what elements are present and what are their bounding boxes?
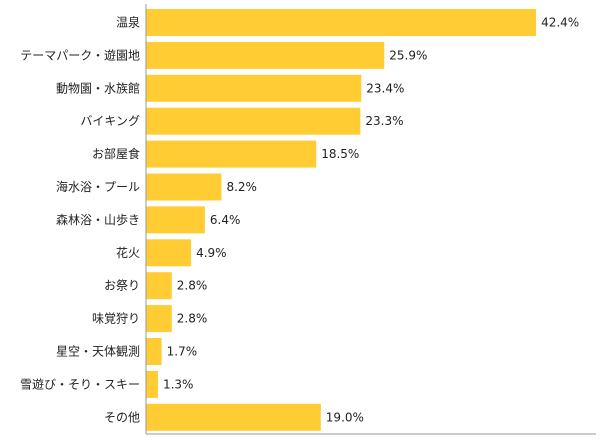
value-label-2: 23.4% (366, 81, 404, 95)
category-label-11: 雪遊び・そり・スキー (20, 376, 140, 391)
bar-12 (146, 403, 321, 431)
category-label-9: 味覚狩り (92, 311, 140, 326)
bar-9 (146, 305, 172, 333)
value-labels-layer: 42.4% 25.9% 23.4% 23.3% 18.5% 8.2% 6.4% 4.9% 2.8… (163, 16, 579, 425)
value-label-3: 23.3% (365, 114, 403, 128)
value-label-9: 2.8% (177, 312, 208, 326)
category-label-7: 花火 (116, 245, 140, 260)
category-label-2: 動物園・水族館 (56, 80, 140, 95)
bar-10 (146, 338, 162, 365)
category-label-5: 海水浴・プール (56, 179, 140, 194)
bars-layer (146, 9, 537, 431)
value-label-7: 4.9% (196, 246, 227, 260)
value-label-11: 1.3% (163, 377, 194, 391)
category-label-12: その他 (104, 410, 140, 424)
category-labels-layer: 温泉テーマパーク・遊園地動物園・水族館バイキングお部屋食海水浴・プール森林浴・山… (20, 16, 140, 425)
bar-5 (146, 173, 222, 201)
bar-2 (146, 74, 362, 102)
bar-7 (146, 239, 192, 267)
value-label-6: 6.4% (210, 213, 241, 227)
category-label-8: お祭り (104, 279, 140, 293)
category-label-0: 温泉 (116, 16, 140, 30)
value-label-4: 18.5% (321, 147, 359, 161)
category-label-4: お部屋食 (92, 146, 140, 161)
bar-4 (146, 140, 317, 168)
value-label-8: 2.8% (177, 279, 208, 293)
bar-3 (146, 107, 361, 135)
bar-11 (146, 370, 158, 398)
bar-8 (146, 272, 172, 300)
value-label-5: 8.2% (226, 180, 257, 194)
category-label-3: バイキング (80, 114, 140, 128)
category-label-6: 森林浴・山歩き (56, 212, 140, 227)
bar-6 (146, 206, 205, 234)
bar-0 (146, 9, 537, 36)
value-label-0: 42.4% (541, 16, 579, 30)
value-label-10: 1.7% (167, 345, 198, 359)
category-label-10: 星空・天体観測 (56, 345, 140, 359)
value-label-1: 25.9% (389, 48, 427, 62)
value-label-12: 19.0% (326, 410, 364, 424)
bar-1 (146, 41, 385, 69)
category-label-1: テーマパーク・遊園地 (20, 47, 140, 62)
